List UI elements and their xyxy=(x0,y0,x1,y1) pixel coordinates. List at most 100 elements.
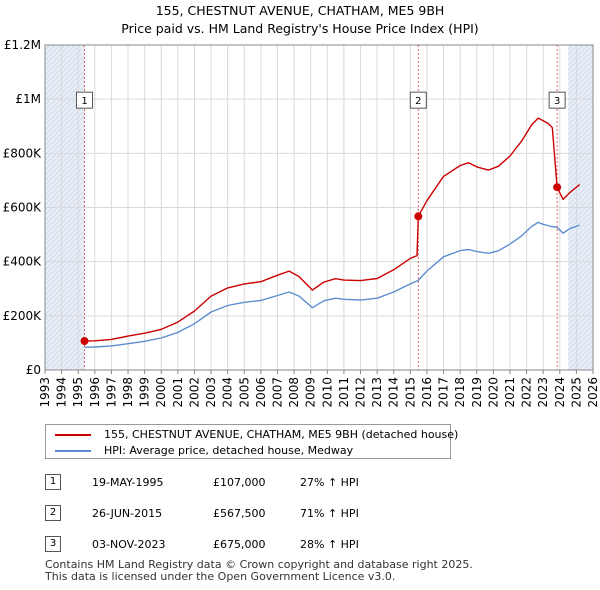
transaction-row: 3 03-NOV-2023 £675,000 28% ↑ HPI xyxy=(45,535,485,555)
x-tick-label: 1996 xyxy=(88,377,102,408)
hatch-line xyxy=(567,154,594,181)
hatch-line xyxy=(567,54,594,81)
hpi-series-line xyxy=(84,221,580,348)
x-tick-label: 2006 xyxy=(254,377,268,408)
x-tick-label: 2007 xyxy=(270,377,284,408)
hatch-line xyxy=(59,345,85,371)
marker-label: 2 xyxy=(415,96,421,107)
transaction-number: 2 xyxy=(45,505,61,521)
transaction-date: 03-NOV-2023 xyxy=(92,538,166,551)
marker-label: 3 xyxy=(554,96,560,107)
hatch-line xyxy=(567,49,594,76)
hatch-line xyxy=(567,44,584,61)
hatch-line xyxy=(567,119,594,146)
x-tick-label: 2022 xyxy=(520,377,534,408)
x-tick-label: 1998 xyxy=(121,377,135,408)
transaction-number: 3 xyxy=(45,536,61,552)
hatch-line xyxy=(54,340,85,371)
chart-title: 155, CHESTNUT AVENUE, CHATHAM, ME5 9BH P… xyxy=(0,2,600,38)
x-tick-label: 2025 xyxy=(569,377,583,408)
hatch-line xyxy=(567,329,594,356)
hatch-line xyxy=(567,44,594,71)
x-tick-label: 1997 xyxy=(104,377,118,408)
hatch-line xyxy=(567,214,594,241)
x-tick-label: 1994 xyxy=(55,377,69,408)
hatch-line xyxy=(49,335,85,371)
hatch-line xyxy=(567,149,594,176)
price-series-line xyxy=(84,117,581,342)
plot-frame xyxy=(44,44,594,371)
y-axis-ticks: £0 £200K £400K £600K £800K £1M £1.2M xyxy=(3,38,43,377)
markers-layer: 1 2 3 xyxy=(76,91,566,346)
y-tick-label: £1.2M xyxy=(4,38,41,52)
x-tick-label: 1993 xyxy=(38,377,52,408)
hatch-line xyxy=(577,354,594,371)
x-tick-label: 2013 xyxy=(370,377,384,408)
x-tick-label: 1999 xyxy=(138,377,152,408)
chart-title-line1: 155, CHESTNUT AVENUE, CHATHAM, ME5 9BH xyxy=(155,3,445,18)
hatch-line xyxy=(44,44,81,81)
sale-point xyxy=(553,183,562,192)
hatch-line xyxy=(567,209,594,236)
hatch-line xyxy=(567,164,594,191)
marker-box xyxy=(548,91,566,109)
x-tick-label: 2017 xyxy=(437,377,451,408)
hatch-line xyxy=(567,229,594,256)
transaction-row: 1 19-MAY-1995 £107,000 27% ↑ HPI xyxy=(45,473,485,493)
hatch-line xyxy=(567,144,594,171)
hatch-line xyxy=(567,319,594,346)
hatch-line xyxy=(567,249,594,276)
y-tick-label: £0 xyxy=(26,363,41,377)
legend-swatch-price xyxy=(55,434,91,436)
series-layer xyxy=(84,117,581,348)
hatch-line xyxy=(567,314,594,341)
hatch-line xyxy=(567,159,594,186)
footer-copyright: Contains HM Land Registry data © Crown c… xyxy=(45,558,473,571)
x-tick-label: 2015 xyxy=(403,377,417,408)
hatch-line xyxy=(567,254,594,281)
hatch-line xyxy=(567,79,594,106)
hatch-line xyxy=(567,269,594,296)
x-tick-label: 2024 xyxy=(553,377,567,408)
hatch-line xyxy=(567,264,594,291)
hatch-line xyxy=(567,124,594,151)
transaction-number: 1 xyxy=(45,474,61,490)
hatch-line xyxy=(567,339,594,366)
sale-point xyxy=(80,337,89,346)
marker-box xyxy=(409,91,427,109)
hatch-line xyxy=(567,304,594,331)
transaction-date: 26-JUN-2015 xyxy=(92,507,163,520)
x-tick-label: 2003 xyxy=(204,377,218,408)
x-tick-label: 2004 xyxy=(221,377,235,408)
hatch-line xyxy=(567,44,574,51)
legend: 155, CHESTNUT AVENUE, CHATHAM, ME5 9BH (… xyxy=(45,424,458,459)
x-tick-label: 2002 xyxy=(187,377,201,408)
hatch-line xyxy=(567,139,594,166)
x-tick-label: 2008 xyxy=(287,377,301,408)
hatch-line xyxy=(79,365,85,371)
hatch-line xyxy=(567,179,594,206)
hatch-line xyxy=(567,189,594,216)
hatch-line xyxy=(64,350,85,371)
transaction-date: 19-MAY-1995 xyxy=(92,476,164,489)
x-tick-label: 2000 xyxy=(154,377,168,408)
x-tick-label: 2011 xyxy=(337,377,351,408)
hatch-line xyxy=(567,334,594,361)
hatch-line xyxy=(44,44,61,61)
x-tick-label: 2019 xyxy=(470,377,484,408)
sale-point xyxy=(414,212,423,221)
hatch-line xyxy=(567,239,594,266)
legend-swatch-hpi xyxy=(55,450,91,452)
hatch-line xyxy=(567,309,594,336)
y-tick-label: £800K xyxy=(3,146,43,160)
hatch-line xyxy=(567,64,594,91)
marker-label: 1 xyxy=(81,96,87,107)
transaction-price: £675,000 xyxy=(213,538,266,551)
chart-title-line2: Price paid vs. HM Land Registry's House … xyxy=(121,21,479,36)
x-tick-label: 2018 xyxy=(453,377,467,408)
hatch-line xyxy=(567,279,594,306)
x-tick-label: 2009 xyxy=(304,377,318,408)
legend-item-hpi: HPI: Average price, detached house, Medw… xyxy=(46,442,450,459)
hatch-line xyxy=(44,44,71,71)
transaction-hpi-change: 27% ↑ HPI xyxy=(300,476,359,489)
